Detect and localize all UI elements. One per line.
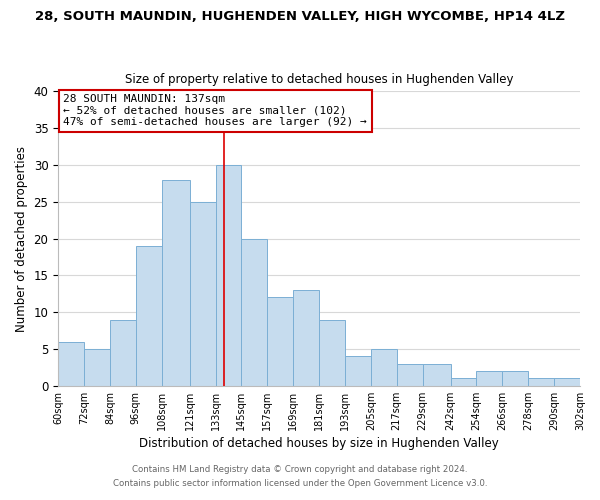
Y-axis label: Number of detached properties: Number of detached properties <box>15 146 28 332</box>
Bar <box>58 342 84 386</box>
Bar <box>110 320 136 386</box>
Bar <box>319 320 345 386</box>
X-axis label: Distribution of detached houses by size in Hughenden Valley: Distribution of detached houses by size … <box>139 437 499 450</box>
Bar <box>371 349 397 386</box>
Bar <box>451 378 476 386</box>
Bar <box>422 364 451 386</box>
Text: 28, SOUTH MAUNDIN, HUGHENDEN VALLEY, HIGH WYCOMBE, HP14 4LZ: 28, SOUTH MAUNDIN, HUGHENDEN VALLEY, HIG… <box>35 10 565 23</box>
Bar <box>84 349 110 386</box>
Title: Size of property relative to detached houses in Hughenden Valley: Size of property relative to detached ho… <box>125 73 514 86</box>
Bar <box>502 371 528 386</box>
Text: 28 SOUTH MAUNDIN: 137sqm
← 52% of detached houses are smaller (102)
47% of semi-: 28 SOUTH MAUNDIN: 137sqm ← 52% of detach… <box>64 94 367 128</box>
Bar <box>476 371 502 386</box>
Bar <box>136 246 161 386</box>
Bar <box>161 180 190 386</box>
Bar <box>345 356 371 386</box>
Bar <box>268 298 293 386</box>
Bar <box>554 378 580 386</box>
Bar <box>528 378 554 386</box>
Bar <box>293 290 319 386</box>
Bar <box>215 165 241 386</box>
Bar <box>190 202 215 386</box>
Bar <box>397 364 422 386</box>
Text: Contains HM Land Registry data © Crown copyright and database right 2024.
Contai: Contains HM Land Registry data © Crown c… <box>113 466 487 487</box>
Bar <box>241 238 268 386</box>
